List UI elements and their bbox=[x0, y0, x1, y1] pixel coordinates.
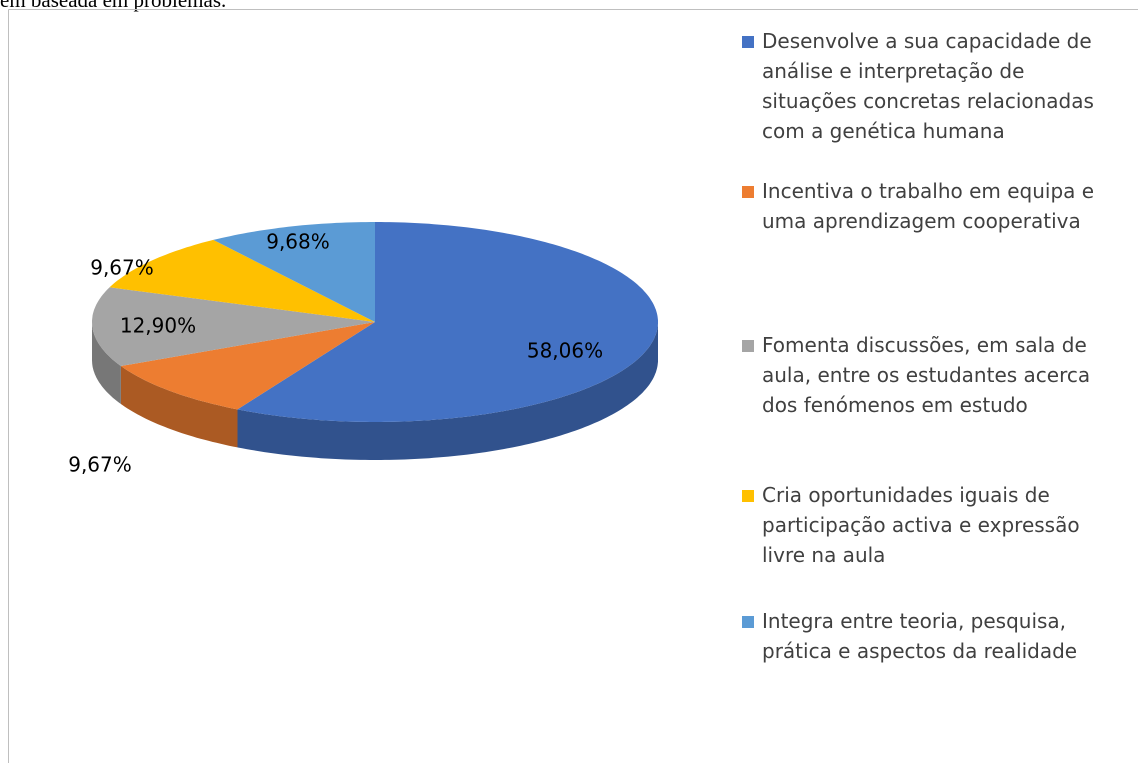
legend-swatch bbox=[742, 616, 754, 628]
pie-slice bbox=[237, 222, 658, 422]
data-label: 9,67% bbox=[90, 256, 154, 280]
data-label: 9,67% bbox=[68, 453, 132, 477]
legend-swatch bbox=[742, 36, 754, 48]
pie-side bbox=[237, 322, 658, 460]
legend-item: Desenvolve a sua capacidade de análise e… bbox=[742, 26, 1122, 146]
pie-slice bbox=[120, 322, 376, 410]
legend-swatch bbox=[742, 340, 754, 352]
legend-label: Incentiva o trabalho em equipa e uma apr… bbox=[762, 179, 1095, 233]
data-label: 58,06% bbox=[527, 339, 603, 363]
legend-label: Cria oportunidades iguais de participaçã… bbox=[762, 483, 1080, 567]
legend-swatch bbox=[742, 186, 754, 198]
legend-swatch bbox=[742, 490, 754, 502]
pie-side bbox=[120, 366, 238, 448]
pie-slice bbox=[92, 287, 375, 366]
legend-label: Fomenta discussões, em sala de aula, ent… bbox=[762, 333, 1091, 417]
legend-item: Fomenta discussões, em sala de aula, ent… bbox=[742, 330, 1122, 420]
legend-item: Incentiva o trabalho em equipa e uma apr… bbox=[742, 176, 1122, 236]
legend-label: Desenvolve a sua capacidade de análise e… bbox=[762, 29, 1094, 143]
data-label: 12,90% bbox=[120, 314, 196, 338]
legend-item: Integra entre teoria, pesquisa, prática … bbox=[742, 606, 1122, 666]
pie-side bbox=[92, 322, 121, 404]
legend-label: Integra entre teoria, pesquisa, prática … bbox=[762, 609, 1078, 663]
pie-slice bbox=[213, 222, 375, 322]
legend-item: Cria oportunidades iguais de participaçã… bbox=[742, 480, 1122, 570]
pie-slice bbox=[109, 239, 375, 322]
data-label: 9,68% bbox=[266, 230, 330, 254]
